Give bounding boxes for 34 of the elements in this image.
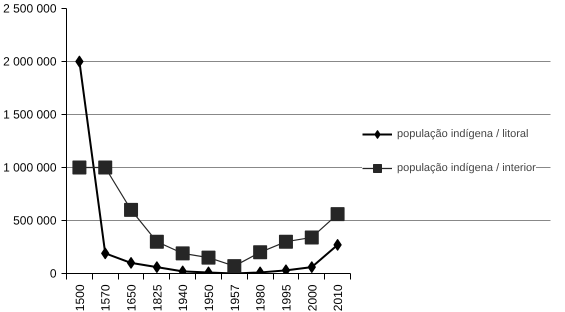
x-tick-label: 1980 [254, 284, 268, 312]
legend-label: população indígena / interior [397, 162, 536, 174]
point [150, 234, 164, 249]
point [202, 250, 216, 265]
y-tick-label: 500 000 [13, 214, 57, 228]
point [75, 56, 84, 68]
point [253, 245, 268, 260]
point [176, 246, 190, 260]
y-tick-label: 0 [50, 266, 57, 280]
point [98, 160, 112, 174]
y-tick-label: 1 500 000 [3, 108, 57, 122]
point [278, 234, 293, 249]
x-tick-label: 1995 [279, 284, 294, 312]
y-tick-label: 2 500 000 [3, 2, 57, 16]
x-tick-label: 1500 [72, 284, 87, 312]
point [227, 259, 242, 274]
x-tick-label: 1957 [228, 284, 242, 312]
x-tick-label: 1570 [98, 284, 113, 312]
legend-label: população indígena / litoral [397, 128, 528, 140]
x-tick-label: 2000 [305, 284, 320, 312]
y-tick-label: 2 000 000 [3, 54, 57, 68]
x-tick-label: 1950 [202, 284, 216, 312]
point [330, 207, 345, 222]
x-tick-label: 1650 [124, 284, 139, 312]
x-tick-label: 2010 [331, 284, 346, 312]
point [126, 256, 136, 269]
point [124, 202, 138, 217]
point [333, 238, 342, 251]
point [304, 230, 319, 244]
point [72, 160, 86, 174]
y-tick-label: 1 000 000 [3, 160, 57, 174]
x-tick-label: 1940 [176, 284, 190, 312]
x-tick-label: 1825 [150, 284, 164, 312]
point [152, 261, 162, 274]
